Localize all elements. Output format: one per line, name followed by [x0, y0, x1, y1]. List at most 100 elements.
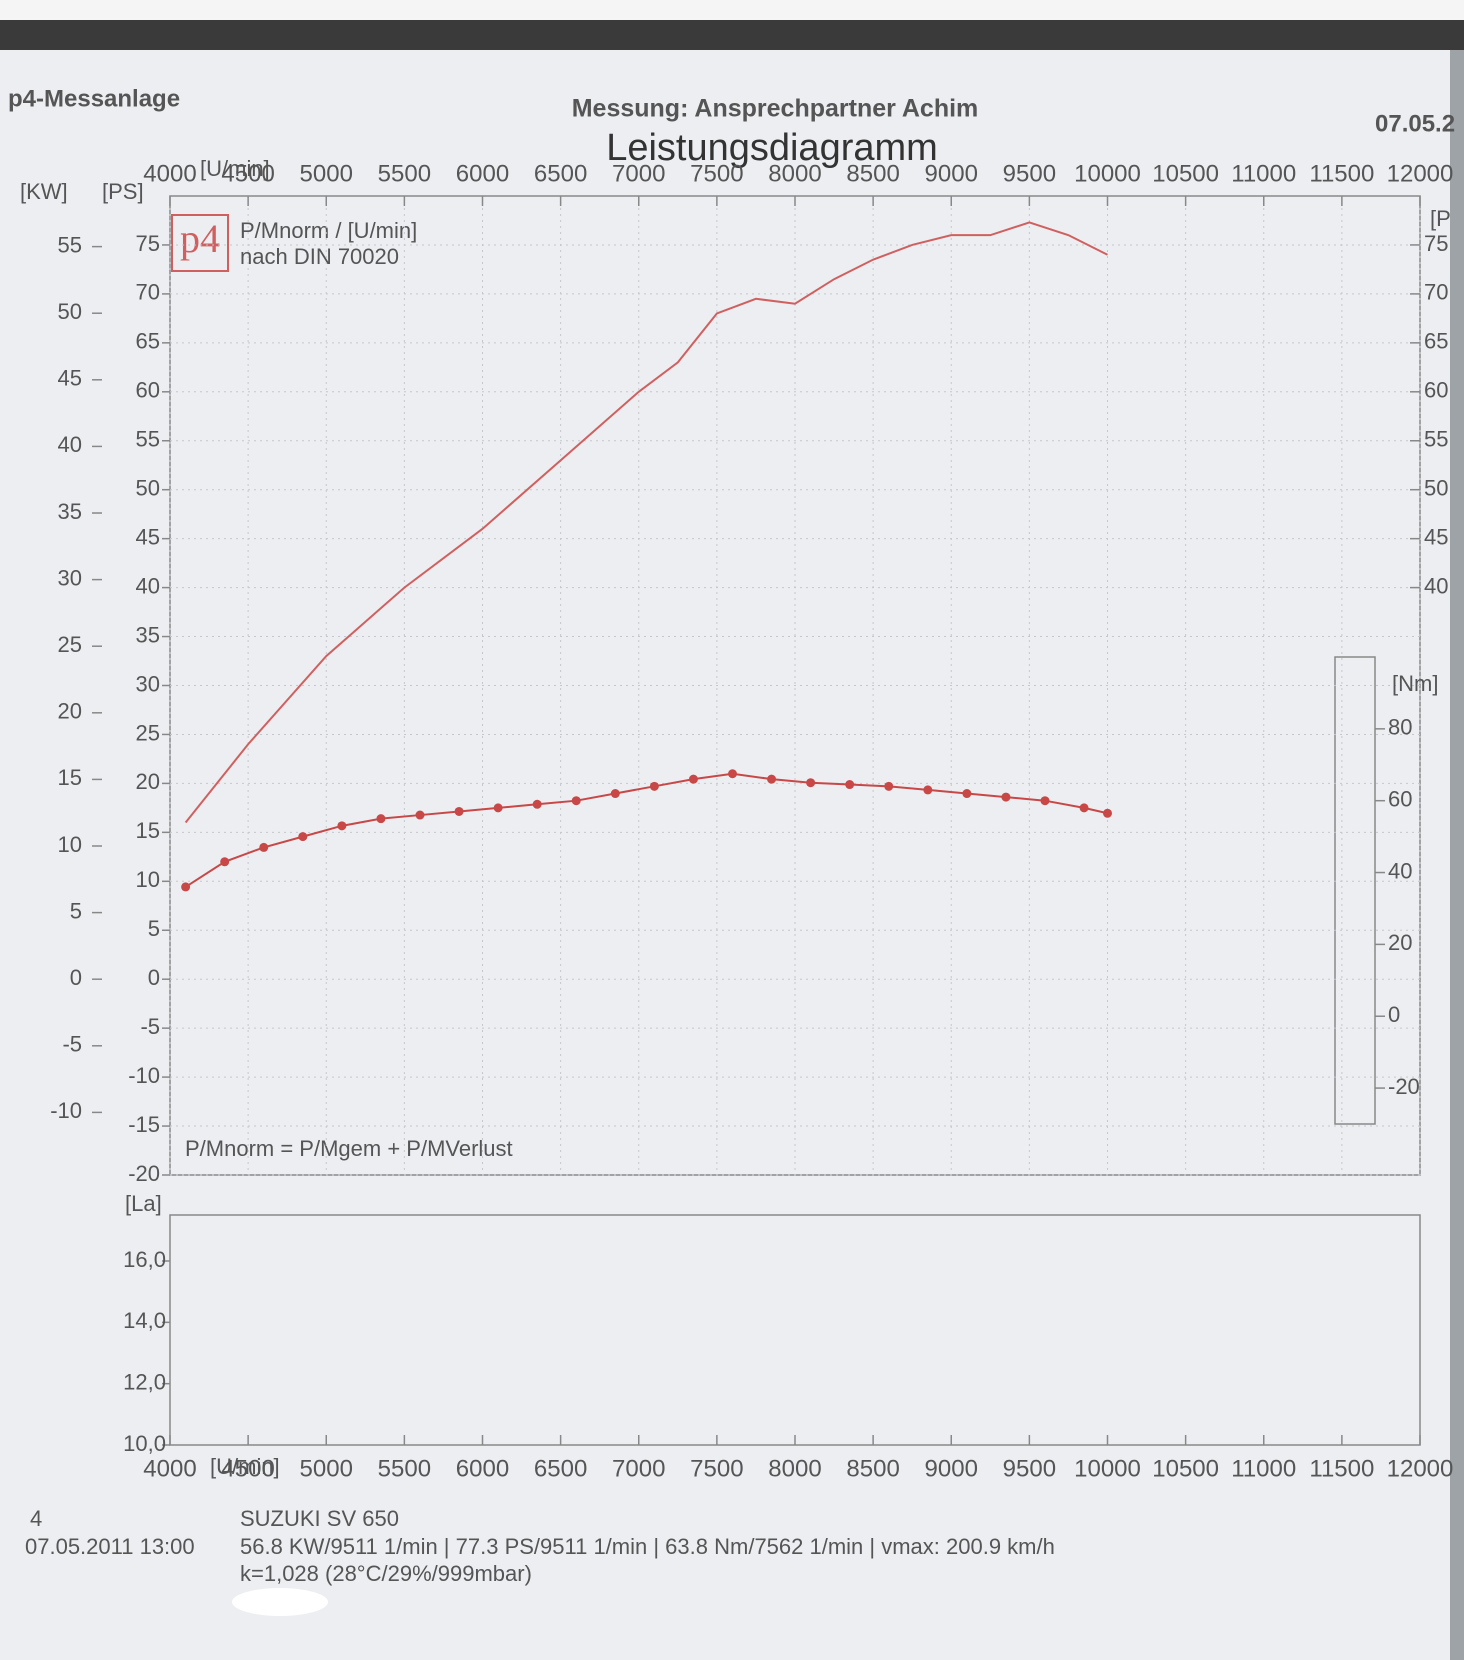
series-point	[1079, 803, 1089, 813]
series-point	[767, 774, 777, 784]
y-tick-label: 45	[136, 524, 160, 549]
x-tick-label: 4000	[143, 1455, 196, 1482]
x-tick-label: 6500	[534, 160, 587, 187]
y-right-tick-label: 75	[1424, 231, 1448, 256]
kw-tick-label: 35	[58, 499, 82, 524]
y-tick-label: 25	[136, 720, 160, 745]
kw-tick-label: 45	[58, 366, 82, 391]
series-point	[884, 781, 894, 791]
series-point	[181, 882, 191, 892]
series-point	[845, 780, 855, 790]
x-tick-label: 12000	[1387, 160, 1454, 187]
kw-tick-label: 0	[70, 965, 82, 990]
x-tick-label: 6000	[456, 1455, 509, 1482]
logo: p4	[180, 216, 220, 261]
y-tick-label: 75	[136, 231, 160, 256]
y-right-tick-label: 55	[1424, 427, 1448, 452]
series-point	[1040, 796, 1050, 806]
lambda-tick-label: 14,0	[123, 1308, 166, 1333]
y-tick-label: 65	[136, 329, 160, 354]
series-line	[184, 221, 1108, 824]
footer-summary: 56.8 KW/9511 1/min | 77.3 PS/9511 1/min …	[240, 1534, 1055, 1559]
y-tick-label: -20	[128, 1161, 160, 1186]
x-tick-label: 9500	[1003, 1455, 1056, 1482]
x-tick-label: 4000	[143, 160, 196, 187]
series-point	[532, 799, 542, 809]
kw-tick-label: 20	[58, 699, 82, 724]
logo-box	[171, 214, 229, 272]
series-point	[688, 774, 698, 784]
right-edge	[1450, 50, 1464, 1660]
y-tick-label: 55	[136, 427, 160, 452]
series-point	[610, 789, 620, 799]
series-point	[376, 814, 386, 824]
header-left: p4-Messanlage	[8, 85, 180, 112]
y-tick-label: -5	[140, 1014, 160, 1039]
series-point	[962, 789, 972, 799]
y2-tick-label: 40	[1388, 858, 1412, 883]
y-right-tick-label: 65	[1424, 329, 1448, 354]
lambda-tick-label: 16,0	[123, 1247, 166, 1272]
y-right-tick-label: 50	[1424, 476, 1448, 501]
formula: P/Mnorm = P/Mgem + P/MVerlust	[185, 1136, 513, 1161]
y-right-tick-label: 40	[1424, 573, 1448, 598]
footer-vehicle: SUZUKI SV 650	[240, 1506, 399, 1531]
x-tick-label: 11500	[1309, 1455, 1374, 1482]
series-point	[728, 769, 737, 779]
y-right-tick-label: 45	[1424, 524, 1448, 549]
y2-tick-label: -20	[1388, 1074, 1420, 1099]
kw-tick-label: 5	[70, 898, 82, 923]
footer-datetime: 07.05.2011 13:00	[25, 1534, 195, 1559]
x-tick-label: 9000	[925, 160, 978, 187]
lambda-label: [La]	[125, 1191, 162, 1216]
x-tick-label: 10000	[1074, 160, 1141, 187]
y-tick-label: 30	[136, 671, 160, 696]
header-right: 07.05.2	[1375, 110, 1455, 137]
x-tick-label: 9500	[1003, 160, 1056, 187]
x-tick-label: 7500	[690, 160, 743, 187]
y-tick-label: 5	[148, 916, 160, 941]
series-point	[298, 832, 308, 842]
x-tick-label: 4500	[221, 1455, 274, 1482]
legend-line-2: nach DIN 70020	[240, 244, 399, 269]
series-point	[493, 803, 503, 813]
series-point	[1103, 808, 1112, 818]
x-tick-label: 7000	[612, 160, 665, 187]
y-tick-label: 20	[136, 769, 160, 794]
legend-line-1: P/Mnorm / [U/min]	[240, 218, 417, 243]
x-tick-label: 7500	[690, 1455, 743, 1482]
series-point	[806, 778, 816, 788]
nm-frame	[1334, 656, 1376, 1125]
kw-tick-label: 40	[58, 432, 82, 457]
series-point	[220, 857, 230, 867]
x-tick-label: 5000	[300, 1455, 353, 1482]
x-tick-label: 12000	[1387, 1455, 1454, 1482]
x-tick-label: 11000	[1231, 160, 1296, 187]
x-tick-label: 7000	[612, 1455, 665, 1482]
kw-tick-label: -5	[62, 1032, 82, 1057]
y-tick-label: 40	[136, 573, 160, 598]
x-tick-label: 8500	[846, 160, 899, 187]
table-edge	[0, 20, 1464, 50]
kw-tick-label: -10	[50, 1098, 82, 1123]
y-tick-label: 35	[136, 622, 160, 647]
x-tick-label: 11000	[1231, 1455, 1296, 1482]
kw-tick-label: 55	[58, 232, 82, 257]
kw-tick-label: 25	[58, 632, 82, 657]
y-right-tick-label: 70	[1424, 280, 1448, 305]
y-tick-label: -15	[128, 1112, 160, 1137]
series-point	[259, 842, 269, 852]
kw-tick-label: 10	[58, 832, 82, 857]
x-tick-label: 9000	[925, 1455, 978, 1482]
x-tick-label: 8500	[846, 1455, 899, 1482]
y-tick-label: 60	[136, 378, 160, 403]
kw-label: [KW]	[20, 179, 68, 204]
kw-tick-label: 15	[58, 765, 82, 790]
redaction	[232, 1588, 328, 1616]
y-tick-label: -10	[128, 1063, 160, 1088]
lambda-tick-label: 10,0	[123, 1431, 166, 1456]
y-tick-label: 15	[136, 818, 160, 843]
series-point	[571, 796, 581, 806]
y-tick-label: 0	[148, 965, 160, 990]
